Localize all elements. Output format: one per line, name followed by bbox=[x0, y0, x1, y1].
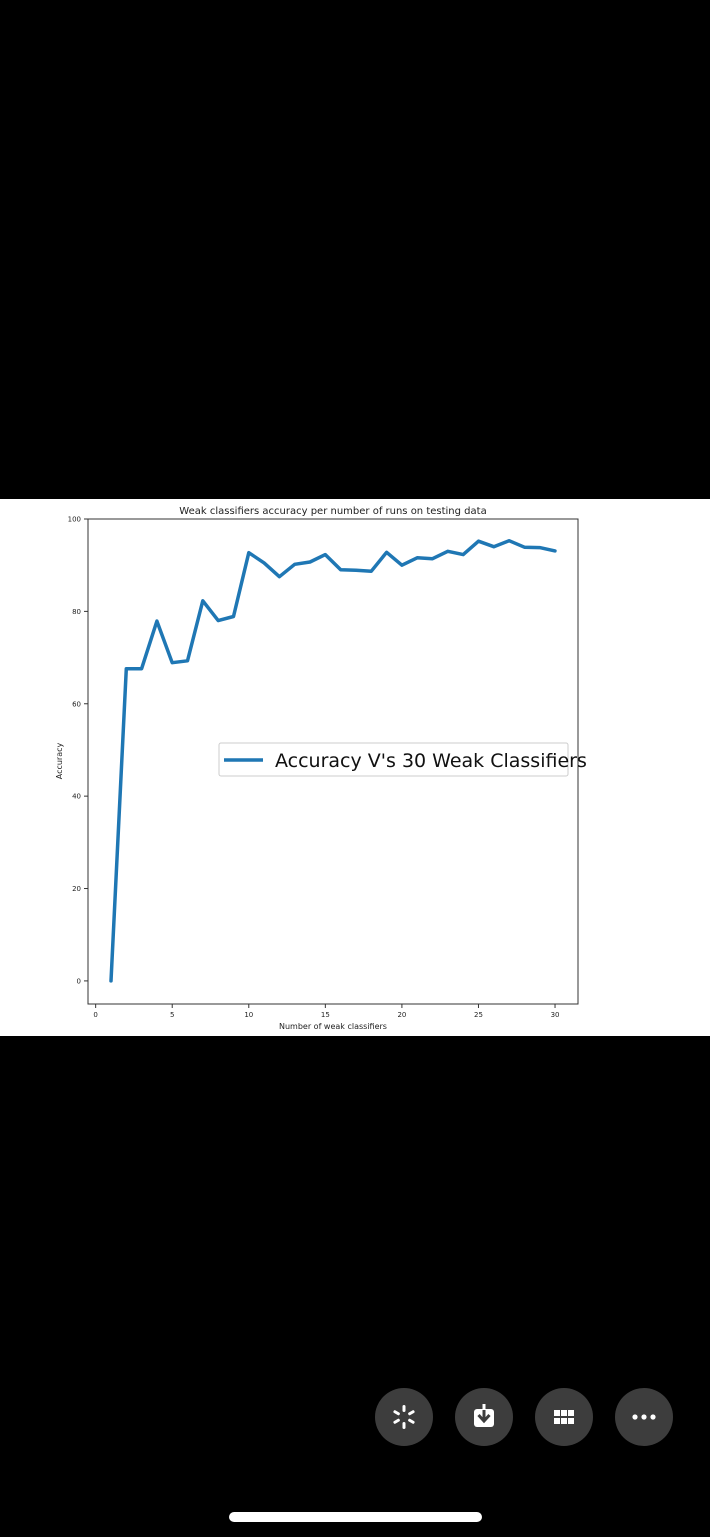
x-tick-label: 25 bbox=[474, 1011, 483, 1019]
x-tick-label: 0 bbox=[93, 1011, 97, 1019]
more-icon bbox=[632, 1414, 656, 1420]
y-tick-label: 80 bbox=[72, 608, 81, 616]
x-axis-ticks: 0 5 10 15 20 25 30 bbox=[93, 1004, 559, 1019]
home-indicator[interactable] bbox=[229, 1512, 482, 1522]
save-button[interactable] bbox=[455, 1388, 513, 1446]
plot-frame bbox=[87, 518, 579, 1005]
x-tick-label: 5 bbox=[170, 1011, 174, 1019]
save-download-icon bbox=[474, 1404, 494, 1427]
chart-title: Weak classifiers accuracy per number of … bbox=[179, 506, 486, 517]
series-line-accuracy bbox=[109, 538, 557, 983]
chart-photo: Weak classifiers accuracy per number of … bbox=[0, 499, 710, 1036]
grid-apps-button[interactable] bbox=[535, 1388, 593, 1446]
series-points bbox=[110, 540, 556, 981]
y-tick-label: 20 bbox=[72, 885, 81, 893]
y-tick-label: 60 bbox=[72, 700, 81, 708]
live-text-button[interactable] bbox=[375, 1388, 433, 1446]
legend-box bbox=[218, 742, 569, 777]
y-tick-label: 40 bbox=[72, 793, 81, 801]
x-axis-label: Number of weak classifiers bbox=[279, 1022, 387, 1031]
legend: Accuracy V's 30 Weak Classifiers bbox=[218, 742, 587, 777]
line-chart: Weak classifiers accuracy per number of … bbox=[55, 506, 587, 1031]
y-axis-label: Accuracy bbox=[55, 742, 64, 779]
x-tick-label: 30 bbox=[551, 1011, 560, 1019]
live-text-icon bbox=[393, 1405, 415, 1429]
x-tick-label: 15 bbox=[321, 1011, 330, 1019]
y-tick-label: 0 bbox=[77, 977, 81, 985]
y-tick-label: 100 bbox=[68, 516, 81, 524]
y-axis-ticks: 0 20 40 60 80 100 bbox=[68, 516, 88, 985]
x-tick-label: 10 bbox=[244, 1011, 253, 1019]
legend-entry: Accuracy V's 30 Weak Classifiers bbox=[275, 750, 587, 772]
more-button[interactable] bbox=[615, 1388, 673, 1446]
grid-apps-icon bbox=[554, 1410, 574, 1424]
x-tick-label: 20 bbox=[397, 1011, 406, 1019]
